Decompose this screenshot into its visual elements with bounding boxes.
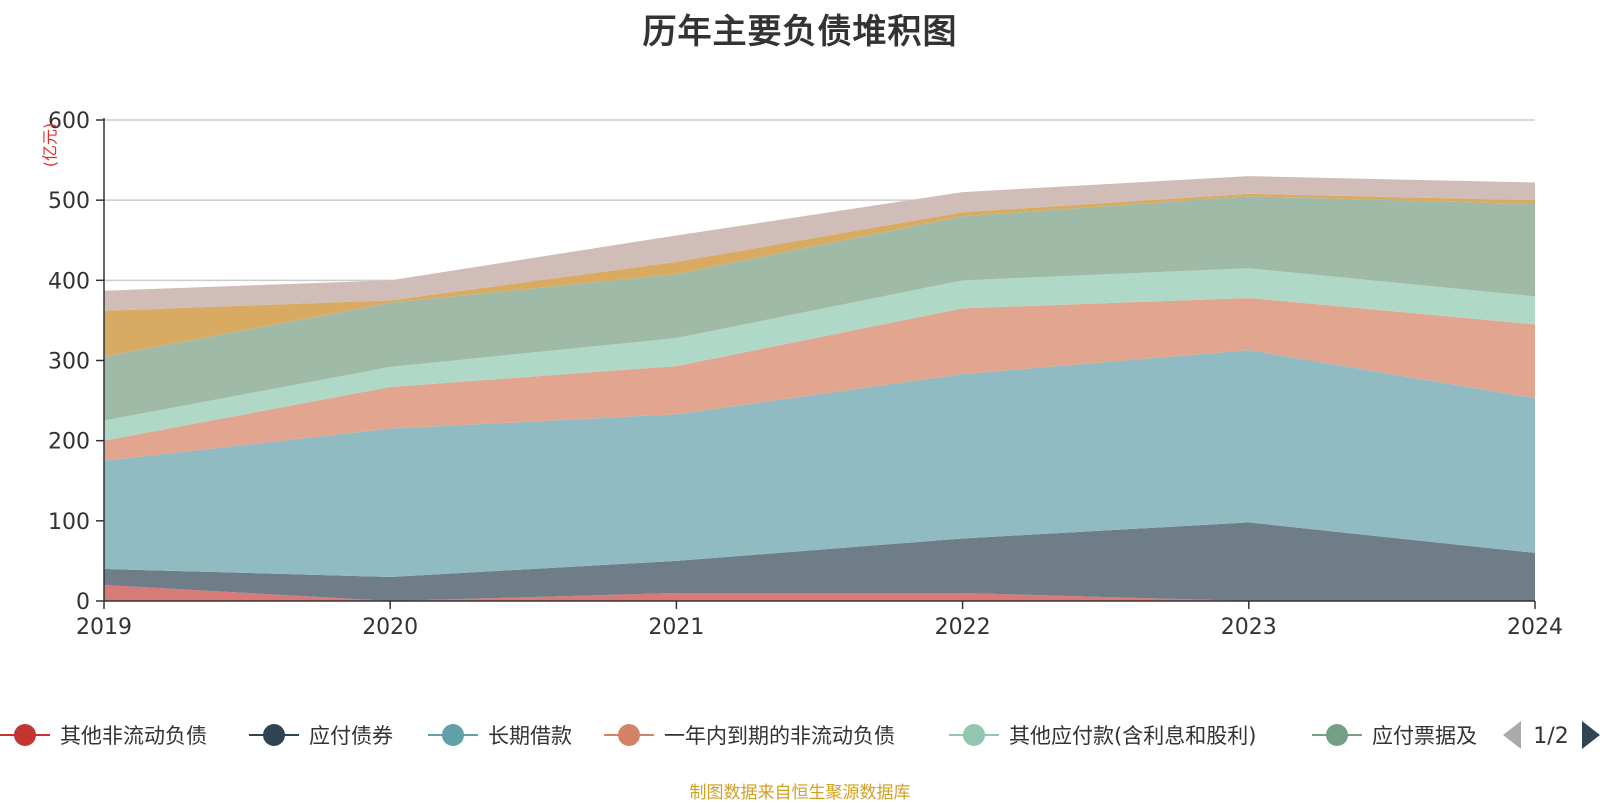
legend-item[interactable]: 长期借款 xyxy=(428,724,572,748)
y-tick-label: 600 xyxy=(48,109,90,134)
legend-item[interactable]: 一年内到期的非流动负债 xyxy=(604,724,895,748)
y-tick-label: 500 xyxy=(48,189,90,214)
legend-label: 应付票据及 xyxy=(1372,724,1477,748)
stacked-areas xyxy=(104,176,1535,601)
legend-item[interactable]: 其他应付款(含利息和股利) xyxy=(949,724,1256,748)
legend-item[interactable]: 应付票据及 xyxy=(1312,724,1477,748)
legend-page-indicator: 1/2 xyxy=(1533,724,1568,749)
legend-marker xyxy=(442,724,464,746)
y-tick-label: 400 xyxy=(48,269,90,294)
x-tick-label: 2024 xyxy=(1507,615,1563,640)
x-tick-label: 2021 xyxy=(648,615,704,640)
y-tick-label: 200 xyxy=(48,430,90,455)
legend-label: 一年内到期的非流动负债 xyxy=(664,724,895,748)
legend-label: 长期借款 xyxy=(488,724,572,748)
area-series-2 xyxy=(104,350,1535,577)
legend-label: 其他应付款(含利息和股利) xyxy=(1009,724,1256,748)
x-tick-label: 2022 xyxy=(935,615,991,640)
area-series-3 xyxy=(104,297,1535,461)
x-tick-label: 2020 xyxy=(362,615,418,640)
legend-marker xyxy=(263,724,285,746)
area-series-5 xyxy=(104,196,1535,421)
legend-prev-arrow-icon[interactable] xyxy=(1503,721,1521,749)
area-series-1 xyxy=(104,522,1535,601)
area-series-7 xyxy=(104,176,1535,311)
legend: 其他非流动负债 应付债券 长期借款 一年内到期的非流动负债 其他应付款(含利息和股利) 应… xyxy=(0,724,1477,748)
legend-marker xyxy=(963,724,985,746)
y-tick-label: 300 xyxy=(48,350,90,375)
y-tick-label: 0 xyxy=(76,590,90,615)
legend-item[interactable]: 应付债券 xyxy=(249,724,393,748)
legend-next-arrow-icon[interactable] xyxy=(1582,721,1600,749)
legend-marker xyxy=(1326,724,1348,746)
source-note: 制图数据来自恒生聚源数据库 xyxy=(689,783,911,803)
legend-pager: 1/2 xyxy=(1503,721,1600,749)
x-tick-label: 2019 xyxy=(76,615,132,640)
area-series-4 xyxy=(104,268,1535,441)
legend-marker xyxy=(14,724,36,746)
axes: 0 100 200 300 400 500 600 2019 2020 2021 2022 2023 2… xyxy=(48,109,1563,640)
legend-label: 其他非流动负债 xyxy=(60,724,207,748)
legend-label: 应付债券 xyxy=(309,724,393,748)
x-tick-label: 2023 xyxy=(1221,615,1277,640)
legend-marker xyxy=(618,724,640,746)
y-axis-unit-label: (亿元) xyxy=(41,123,60,168)
y-tick-label: 100 xyxy=(48,510,90,535)
chart-title: 历年主要负债堆积图 xyxy=(642,12,958,52)
legend-item[interactable]: 其他非流动负债 xyxy=(0,724,207,748)
